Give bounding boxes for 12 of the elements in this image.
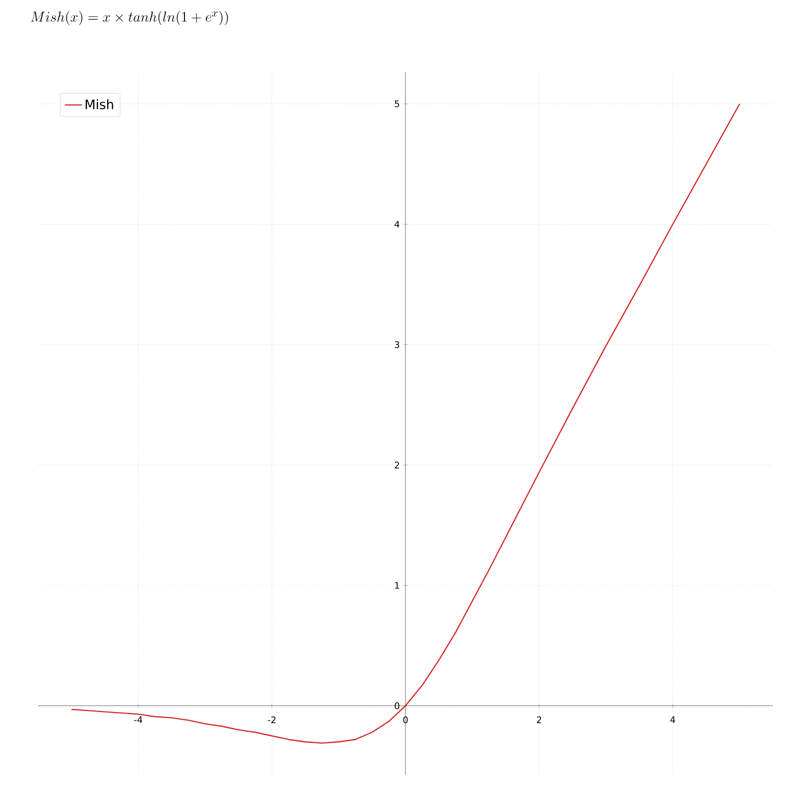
- y-tick-label: 5: [394, 100, 400, 108]
- y-tick-label: 2: [394, 462, 399, 468]
- x-tick-label: 2: [536, 716, 542, 724]
- chart-title: $Mish(x) = x \times tanh(ln(1 + e^{x}))$: [30, 10, 228, 26]
- x-tick-label: -2: [268, 716, 276, 724]
- x-tick-label: 4: [670, 716, 676, 723]
- y-tick-label: 3: [394, 341, 400, 348]
- y-tick-label: 4: [394, 220, 400, 228]
- x-tick-label: 0: [403, 716, 408, 724]
- x-tick-label: -4: [134, 716, 142, 723]
- y-tick-label: 1: [395, 582, 400, 589]
- legend-label: Mish: [86, 99, 114, 110]
